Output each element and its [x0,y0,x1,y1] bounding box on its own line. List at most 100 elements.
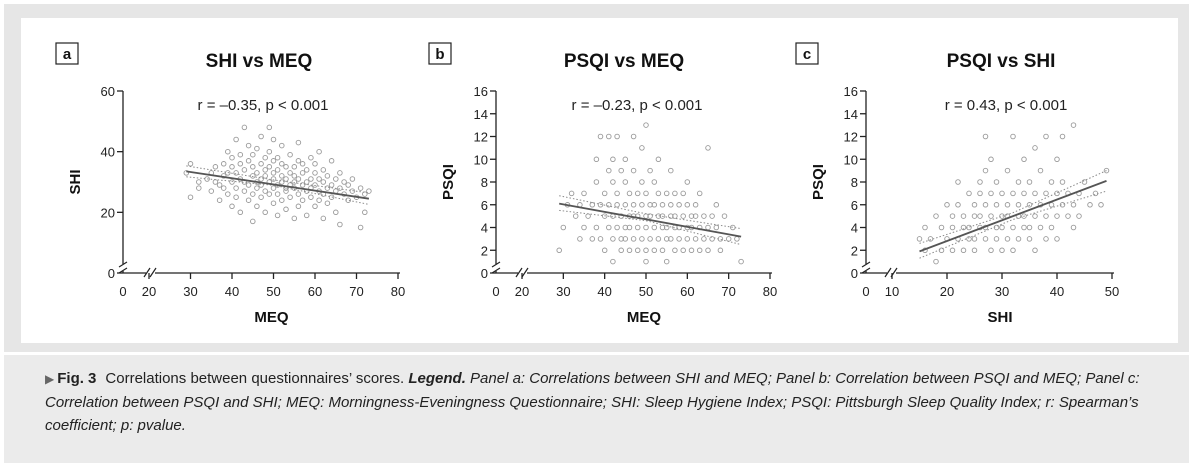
panel-a-data-point [266,124,273,131]
panel-b-data-point [614,224,620,231]
panel-a-data-point [225,191,231,197]
panel-c-y-tick-label: 6 [851,198,858,213]
panel-b-data-point [676,202,682,208]
panel-a-data-point [308,194,314,200]
panel-a-data-point [270,136,277,143]
panel-b-x-tick-label: 30 [556,284,570,299]
panel-c-data-point [999,224,1005,231]
panel-b-data-point [663,258,670,265]
panel-b-data-point [647,236,653,242]
panel-c-data-point [927,236,934,242]
panel-c-y-tick-label: 12 [844,130,858,145]
panel-a-data-point [212,179,219,185]
panel-a-data-point [262,167,268,173]
panel-a-data-point [299,161,306,167]
panel-a-data-point [320,215,327,222]
panel-a-y-tick-label: 60 [101,84,115,99]
panel-a-data-point [328,182,335,188]
panel-b-data-point [630,236,637,242]
panel-a-data-point [333,209,339,216]
panel-b-data-point [630,167,637,174]
panel-a-data-point [316,176,322,182]
panel-a-x-tick-label: 20 [142,284,156,299]
panel-b-data-point [709,213,715,219]
panel-c-data-point [1026,236,1033,242]
panel-c-data-point [1037,224,1044,231]
panel-c-points [916,122,1110,265]
panel-b-data-point [634,247,641,254]
panel-b-data-point [680,247,686,254]
panel-c-data-point [1043,236,1049,242]
panel-b-data-point [593,156,600,163]
panel-c-data-point [1059,133,1066,140]
panel-b-ci-lower-line [559,209,742,246]
panel-b-data-point [606,133,612,140]
panel-b-data-point [730,224,736,231]
panel-a-data-point [229,203,235,210]
panel-b-data-point [692,236,699,242]
chart-panel-c: c PSQI vs SHI r = 0.43, p < 0.001 0 2 4 6 8 10 12… [795,42,1119,326]
panel-a-data-point [262,188,268,194]
panel-c-data-point [1032,213,1038,219]
panel-c-data-point [1054,236,1060,242]
panel-c-data-point [999,247,1005,254]
panel-a-regression-line [186,170,370,200]
panel-b-data-point [672,247,678,254]
panel-a-data-point [299,170,306,176]
panel-c-data-point [993,202,1000,208]
panel-a-data-point [312,161,318,167]
panel-b-x-tick-label: 70 [721,284,735,299]
panel-c-y-tick-label: 16 [844,84,858,99]
panel-c-regression-line [919,180,1107,253]
panel-a-data-point [233,170,239,176]
panel-c-ci-upper-line [919,170,1107,244]
panel-b-data-point [668,213,674,219]
panel-c-data-point [982,202,989,208]
panel-b-data-point [630,133,637,140]
panel-b-data-point [560,224,567,231]
panel-b-data-point [614,133,620,140]
panel-b-data-point [680,213,686,219]
panel-b-data-point [639,179,645,185]
panel-c-y-tick-label: 10 [844,152,858,167]
panel-c-data-point [1010,190,1016,197]
panel-b-data-point [684,236,691,242]
panel-b-y-tick-label: 12 [474,130,488,145]
panel-a-data-point [279,142,285,149]
panel-c-data-point [960,247,967,254]
panel-c-annotation: r = 0.43, p < 0.001 [945,97,1068,114]
panel-c-data-point [1010,247,1016,254]
panel-b-data-point [688,247,695,254]
panel-a-data-point [250,164,256,170]
panel-b-y-tick-label: 6 [481,198,488,213]
figure-panel: a SHI vs MEQ r = –0.35, p < 0.001 0 20 40 60 0 2… [4,4,1189,352]
panel-c-data-point [971,202,978,208]
panel-a-data-point [250,218,256,225]
panel-a-data-point [266,191,273,197]
panel-b-data-point [684,179,691,185]
panel-a-data-point [254,145,260,152]
panel-b-data-point [709,236,715,242]
panel-b-data-point [601,190,608,197]
panel-a-y-axis-label: SHI [67,169,84,194]
panel-c-data-point [1004,202,1011,208]
panel-b-data-point [634,190,641,197]
panel-a-data-point [283,188,289,194]
panel-a-data-point [337,170,343,176]
panel-a-points [183,124,372,231]
panel-c-data-point [949,213,956,219]
panel-b-data-point [684,202,691,208]
panel-b-x-break-mark-2 [521,267,529,278]
panel-c-data-point [1026,202,1033,208]
panel-c-data-point [1021,156,1027,163]
panel-a-data-point [266,148,273,155]
panel-b-data-point [647,213,653,219]
chart-panel-b: b PSQI vs MEQ r = –0.23, p < 0.001 0 2 4 6 8 10 1… [428,42,777,326]
panel-a-title: SHI vs MEQ [206,51,313,72]
panel-b-data-point [655,213,662,219]
panel-b-data-point [655,236,662,242]
panel-c-y-tick-label: 14 [844,107,858,122]
panel-c-data-point [1043,190,1049,197]
panel-b-data-point [696,247,703,254]
